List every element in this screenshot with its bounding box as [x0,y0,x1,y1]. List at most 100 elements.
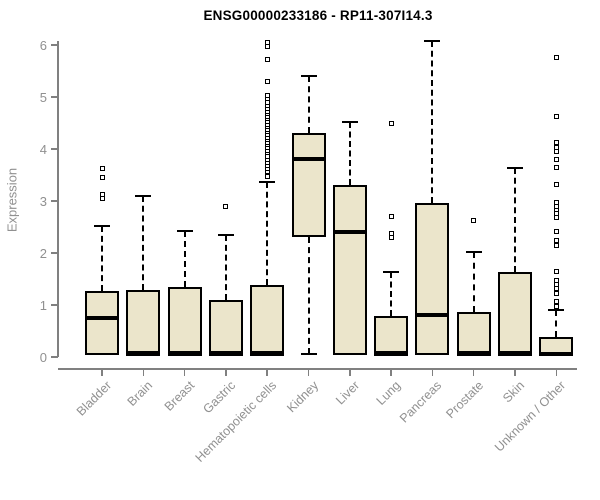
outlier-unknown-other [553,54,559,60]
y-tick-mark [51,304,58,306]
x-tick-mark [431,369,434,376]
upper-whisker-prostate [472,251,475,312]
box-kidney [291,132,326,237]
outlier-unknown-other [553,165,559,171]
upper-whisker-gastric [224,234,227,300]
upper-whisker-cap-hematopoietic-cells [259,180,276,183]
upper-whisker-cap-prostate [465,250,482,253]
box-liver [332,184,367,355]
lower-whisker-cap-kidney [300,353,317,356]
x-tick-mark [101,369,103,376]
upper-whisker-skin [514,167,516,272]
upper-whisker-lung [390,271,393,316]
upper-whisker-cap-bladder [94,224,110,227]
upper-whisker-hematopoietic-cells [266,181,269,286]
box-pancreas [415,202,450,355]
box-skin [498,271,532,356]
outlier-unknown-other [553,182,559,188]
x-tick-mark [142,369,145,376]
box-lung [374,315,409,356]
median-liver [332,229,367,234]
upper-whisker-cap-skin [507,166,523,169]
y-tick-label: 3 [39,193,47,209]
outlier-unknown-other [553,286,559,292]
outlier-unknown-other [553,157,559,163]
chart-title: ENSG00000233186 - RP11-307I14.3 [203,8,433,23]
box-hematopoietic-cells [250,285,285,356]
box-bladder [85,291,119,355]
x-axis-line [58,368,577,370]
median-prostate [456,351,491,356]
box-breast [167,286,202,356]
outlier-lung [388,230,394,236]
outlier-unknown-other [553,140,559,146]
x-tick-mark [349,369,351,376]
upper-whisker-breast [183,230,186,287]
y-tick-mark [51,252,58,254]
upper-whisker-cap-kidney [300,75,317,78]
x-tick-mark [225,369,227,376]
y-tick-label: 1 [39,297,47,313]
upper-whisker-bladder [101,225,103,292]
median-lung [374,351,409,356]
outlier-hematopoietic-cells [264,78,270,84]
outlier-prostate [471,218,477,224]
outlier-unknown-other [553,114,559,120]
upper-whisker-cap-lung [383,270,400,273]
upper-whisker-cap-unknown-other [548,308,565,311]
outlier-bladder [99,175,105,181]
y-tick-mark [51,200,58,202]
outlier-hematopoietic-cells [264,57,270,63]
box-gastric [208,299,243,356]
outlier-unknown-other [553,229,559,235]
y-tick-mark [51,148,58,150]
outlier-unknown-other [553,299,559,305]
outlier-lung [388,214,394,220]
upper-whisker-kidney [307,76,310,133]
outlier-hematopoietic-cells [264,92,270,98]
y-tick-label: 2 [39,245,47,261]
median-pancreas [415,313,450,318]
y-tick-label: 6 [39,37,47,53]
outlier-unknown-other [553,200,559,206]
median-unknown-other [539,352,574,357]
x-tick-mark [514,369,516,376]
y-tick-label: 5 [39,89,47,105]
y-tick-label: 4 [39,141,47,157]
median-brain [126,351,161,356]
upper-whisker-cap-gastric [217,233,234,236]
upper-whisker-pancreas [431,41,434,203]
upper-whisker-liver [348,121,351,185]
outlier-unknown-other [553,243,559,249]
upper-whisker-cap-brain [135,194,152,197]
median-bladder [85,316,119,321]
median-hematopoietic-cells [250,351,285,356]
outlier-hematopoietic-cells [264,174,270,180]
outlier-hematopoietic-cells [264,39,270,45]
upper-whisker-cap-breast [176,229,193,232]
median-kidney [291,156,326,161]
outlier-gastric [223,204,229,210]
outlier-unknown-other [553,237,559,243]
x-tick-mark [555,369,558,376]
median-breast [167,351,202,356]
outlier-unknown-other [553,144,559,150]
x-tick-mark [183,369,186,376]
outlier-unknown-other [553,269,559,275]
upper-whisker-cap-liver [341,120,358,123]
median-skin [498,351,532,356]
outlier-bladder [99,192,105,198]
outlier-unknown-other [553,277,559,283]
y-tick-mark [51,44,58,46]
median-gastric [208,351,243,356]
lower-whisker-kidney [307,236,310,355]
y-tick-mark [51,96,58,98]
x-tick-mark [266,369,268,376]
upper-whisker-brain [142,195,145,291]
x-tick-mark [307,369,310,376]
y-axis-line [57,41,59,357]
x-tick-mark [472,369,475,376]
box-prostate [456,311,491,356]
upper-whisker-unknown-other [555,309,558,338]
